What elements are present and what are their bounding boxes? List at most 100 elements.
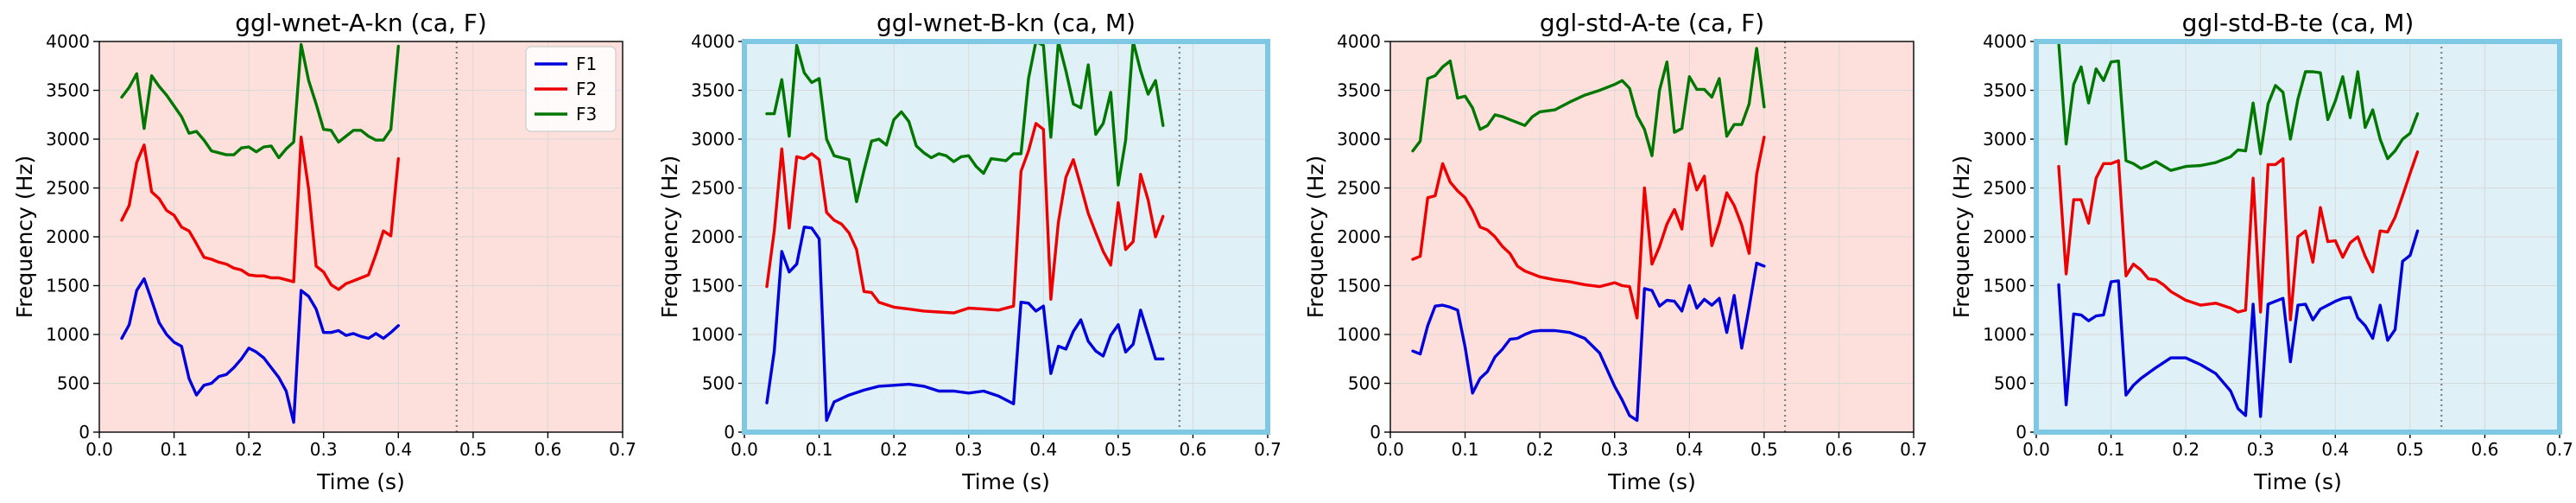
x-axis-label: Time (s) [316,469,405,494]
x-tick-label: 0.5 [1104,439,1132,460]
x-tick-label: 0.1 [806,439,833,460]
y-tick-label: 0 [1370,422,1381,443]
chart-title: ggl-wnet-B-kn (ca, M) [877,9,1136,37]
x-tick-label: 0.3 [955,439,983,460]
y-tick-label: 1500 [46,276,90,296]
x-tick-label: 0.2 [235,439,263,460]
x-tick-label: 0.0 [85,439,113,460]
x-tick-label: 0.7 [1254,439,1282,460]
x-tick-label: 0.2 [2172,439,2199,460]
legend-label: F3 [576,104,597,124]
y-axis-label: Frequency (Hz) [657,156,682,319]
x-tick-label: 0.5 [459,439,487,460]
plot-frame [1389,41,1915,433]
x-tick-label: 0.2 [1526,439,1554,460]
plot-frame [742,39,1270,435]
chart-title: ggl-std-A-te (ca, F) [1540,9,1764,37]
y-axis-label: Frequency (Hz) [1949,156,1974,319]
y-tick-label: 2000 [1337,226,1381,247]
x-tick-label: 0.5 [1750,439,1778,460]
x-tick-label: 0.6 [535,439,562,460]
x-tick-label: 0.6 [1180,439,1207,460]
x-tick-label: 0.4 [2321,439,2349,460]
plot-frame [98,41,623,433]
y-tick-label: 2500 [46,178,90,199]
series-line-f2 [2057,150,2420,322]
y-axis-label: Frequency (Hz) [1303,156,1328,319]
series-line-f3 [1411,47,1766,157]
x-tick-label: 0.6 [1826,439,1853,460]
chart-title: ggl-wnet-A-kn (ca, F) [235,9,487,37]
x-tick-label: 0.3 [2247,439,2275,460]
y-tick-label: 2500 [691,178,735,199]
x-tick-label: 0.7 [1900,439,1927,460]
y-tick-label: 2500 [1337,178,1381,199]
chart-panel-2: 0.0 0.1 0.2 0.3 0.4 0.5 0.6 0.7 0 500 1000 1500 2000… [657,9,1282,494]
series-line-f3 [765,40,1165,204]
y-tick-label: 0 [2016,422,2027,443]
x-tick-label: 0.5 [2396,439,2424,460]
x-tick-label: 0.0 [1377,439,1404,460]
x-tick-label: 0.7 [609,439,636,460]
y-tick-label: 3000 [1337,129,1381,150]
y-tick-label: 3500 [1337,80,1381,101]
x-tick-label: 0.1 [1452,439,1479,460]
series-line-f2 [120,135,400,291]
x-tick-label: 0.7 [2546,439,2573,460]
y-tick-label: 2000 [1983,226,2027,247]
chart-title: ggl-std-B-te (ca, M) [2182,9,2415,37]
series-line-f1 [1411,261,1766,423]
x-axis-label: Time (s) [961,469,1050,494]
y-tick-label: 4000 [46,31,90,52]
y-tick-label: 0 [79,422,90,443]
y-tick-label: 1500 [691,276,735,296]
y-tick-label: 3000 [46,129,90,150]
y-tick-label: 2000 [691,226,735,247]
series-line-f2 [765,122,1165,315]
y-tick-label: 1500 [1983,276,2027,296]
y-axis-label: Frequency (Hz) [12,156,37,319]
legend-label: F1 [576,54,597,74]
y-tick-label: 4000 [691,31,735,52]
plot-frame [2034,39,2562,435]
y-tick-label: 3500 [1983,80,2027,101]
chart-panel-4: 0.0 0.1 0.2 0.3 0.4 0.5 0.6 0.7 0 500 1000 1500 2000… [1949,9,2573,494]
chart-panel-1: 0.0 0.1 0.2 0.3 0.4 0.5 0.6 0.7 0 500 1000 1500 2000… [12,9,636,494]
series-line-f1 [120,277,400,424]
x-tick-label: 0.4 [384,439,412,460]
x-tick-label: 0.1 [2098,439,2125,460]
y-tick-label: 3000 [1983,129,2027,150]
y-tick-label: 2000 [46,226,90,247]
chart-panel-3: 0.0 0.1 0.2 0.3 0.4 0.5 0.6 0.7 0 500 1000 1500 2000… [1303,9,1927,494]
y-tick-label: 3500 [691,80,735,101]
y-tick-label: 500 [1994,373,2027,394]
x-axis-label: Time (s) [2253,469,2342,494]
y-tick-label: 1500 [1337,276,1381,296]
y-tick-label: 1000 [46,324,90,345]
x-tick-label: 0.2 [880,439,908,460]
series-line-f3 [120,42,400,160]
legend-box [525,46,617,132]
x-tick-label: 0.6 [2472,439,2499,460]
x-tick-label: 0.0 [731,439,758,460]
y-tick-label: 3000 [691,129,735,150]
y-tick-label: 1000 [1337,324,1381,345]
x-tick-label: 0.3 [310,439,338,460]
series-line-f2 [1411,135,1766,320]
series-line-f1 [2057,229,2420,418]
y-tick-label: 3500 [46,80,90,101]
x-tick-label: 0.4 [1675,439,1703,460]
y-tick-label: 500 [1348,373,1381,394]
y-tick-label: 4000 [1337,31,1381,52]
legend: F1 F2 F3 [525,46,617,132]
series-line-f3 [2057,41,2420,172]
series-line-f1 [765,226,1165,423]
y-tick-label: 4000 [1983,31,2027,52]
legend-label: F2 [576,79,597,99]
y-tick-label: 2500 [1983,178,2027,199]
y-tick-label: 500 [57,373,90,394]
x-tick-label: 0.0 [2022,439,2050,460]
x-tick-label: 0.1 [161,439,188,460]
x-axis-label: Time (s) [1607,469,1696,494]
